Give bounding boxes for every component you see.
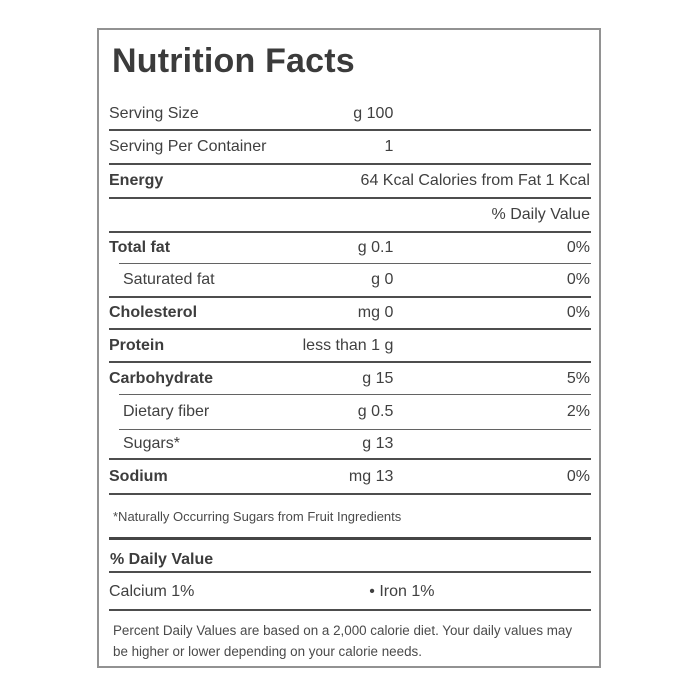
footnote-line-2: be higher or lower depending on your cal… <box>113 644 422 659</box>
separator <box>109 361 591 363</box>
carbohydrate-amount: 15 g <box>362 369 394 387</box>
separator <box>109 609 591 611</box>
dietary-fiber-dv: 2% <box>566 403 590 420</box>
row-sugars: Sugars* 13 g <box>109 430 591 458</box>
nutrition-facts-panel: Nutrition Facts Serving Size 100 g Servi… <box>97 28 601 668</box>
serving-per-container-label: Serving Per Container <box>109 138 267 155</box>
cholesterol-amount: 0 mg <box>357 304 394 321</box>
separator <box>119 394 591 395</box>
footnote-line-1: Percent Daily Values are based on a 2,00… <box>113 623 573 638</box>
saturated-fat-amount: 0 g <box>371 271 394 288</box>
separator <box>109 296 591 298</box>
cholesterol-label: Cholesterol <box>109 304 198 321</box>
daily-value-column-header: % Daily Value <box>491 206 590 223</box>
calcium-value: Calcium 1% <box>109 583 195 600</box>
row-serving-size: Serving Size 100 g <box>109 98 591 129</box>
row-dietary-fiber: Dietary fiber 0.5 g 2% <box>109 395 591 429</box>
separator <box>119 263 591 264</box>
row-daily-value-column-header: % Daily Value <box>109 199 591 231</box>
separator <box>109 328 591 330</box>
row-serving-per-container: Serving Per Container 1 <box>109 131 591 163</box>
carbohydrate-label: Carbohydrate <box>109 369 214 387</box>
serving-size-amount: 100 g <box>353 104 394 122</box>
sodium-amount: 13 mg <box>348 467 394 485</box>
sugars-label: Sugars* <box>123 435 180 452</box>
sugars-amount: 13 g <box>362 435 394 452</box>
daily-value-footnote: Percent Daily Values are based on a 2,00… <box>109 611 591 662</box>
label-title: Nutrition Facts <box>112 41 355 80</box>
separator <box>109 458 591 460</box>
row-protein: Protein less than 1 g <box>109 330 591 361</box>
row-minerals: Calcium 1% • Iron 1% <box>109 573 591 609</box>
daily-value-section-header: % Daily Value <box>110 550 214 568</box>
carbohydrate-dv: 5% <box>566 369 590 387</box>
separator <box>109 571 591 573</box>
iron-value: • Iron 1% <box>369 583 435 600</box>
protein-label: Protein <box>109 336 165 354</box>
total-fat-label: Total fat <box>109 239 171 256</box>
separator <box>119 429 591 430</box>
dietary-fiber-amount: 0.5 g <box>357 403 394 420</box>
separator <box>109 129 591 131</box>
dietary-fiber-label: Dietary fiber <box>123 403 210 420</box>
separator <box>109 197 591 199</box>
saturated-fat-label: Saturated fat <box>123 271 215 288</box>
energy-value: 64 Kcal Calories from Fat 1 Kcal <box>360 172 590 189</box>
protein-amount: less than 1 g <box>302 336 394 354</box>
row-saturated-fat: Saturated fat 0 g 0% <box>109 264 591 296</box>
separator <box>109 163 591 165</box>
row-cholesterol: Cholesterol 0 mg 0% <box>109 298 591 328</box>
row-energy: Energy 64 Kcal Calories from Fat 1 Kcal <box>109 165 591 197</box>
separator <box>109 231 591 233</box>
total-fat-dv: 0% <box>566 239 590 256</box>
separator <box>109 493 591 495</box>
row-total-fat: Total fat 0.1 g 0% <box>109 233 591 263</box>
serving-per-container-amount: 1 <box>384 138 394 155</box>
row-carbohydrate: Carbohydrate 15 g 5% <box>109 363 591 394</box>
separator-thick <box>109 537 591 540</box>
serving-size-label: Serving Size <box>109 104 199 122</box>
saturated-fat-dv: 0% <box>566 271 590 288</box>
cholesterol-dv: 0% <box>566 304 590 321</box>
total-fat-amount: 0.1 g <box>357 239 394 256</box>
sodium-dv: 0% <box>566 467 590 485</box>
row-sodium: Sodium 13 mg 0% <box>109 460 591 493</box>
sodium-label: Sodium <box>109 467 168 485</box>
sugar-note: *Naturally Occurring Sugars from Fruit I… <box>113 508 402 524</box>
energy-label: Energy <box>109 172 164 189</box>
